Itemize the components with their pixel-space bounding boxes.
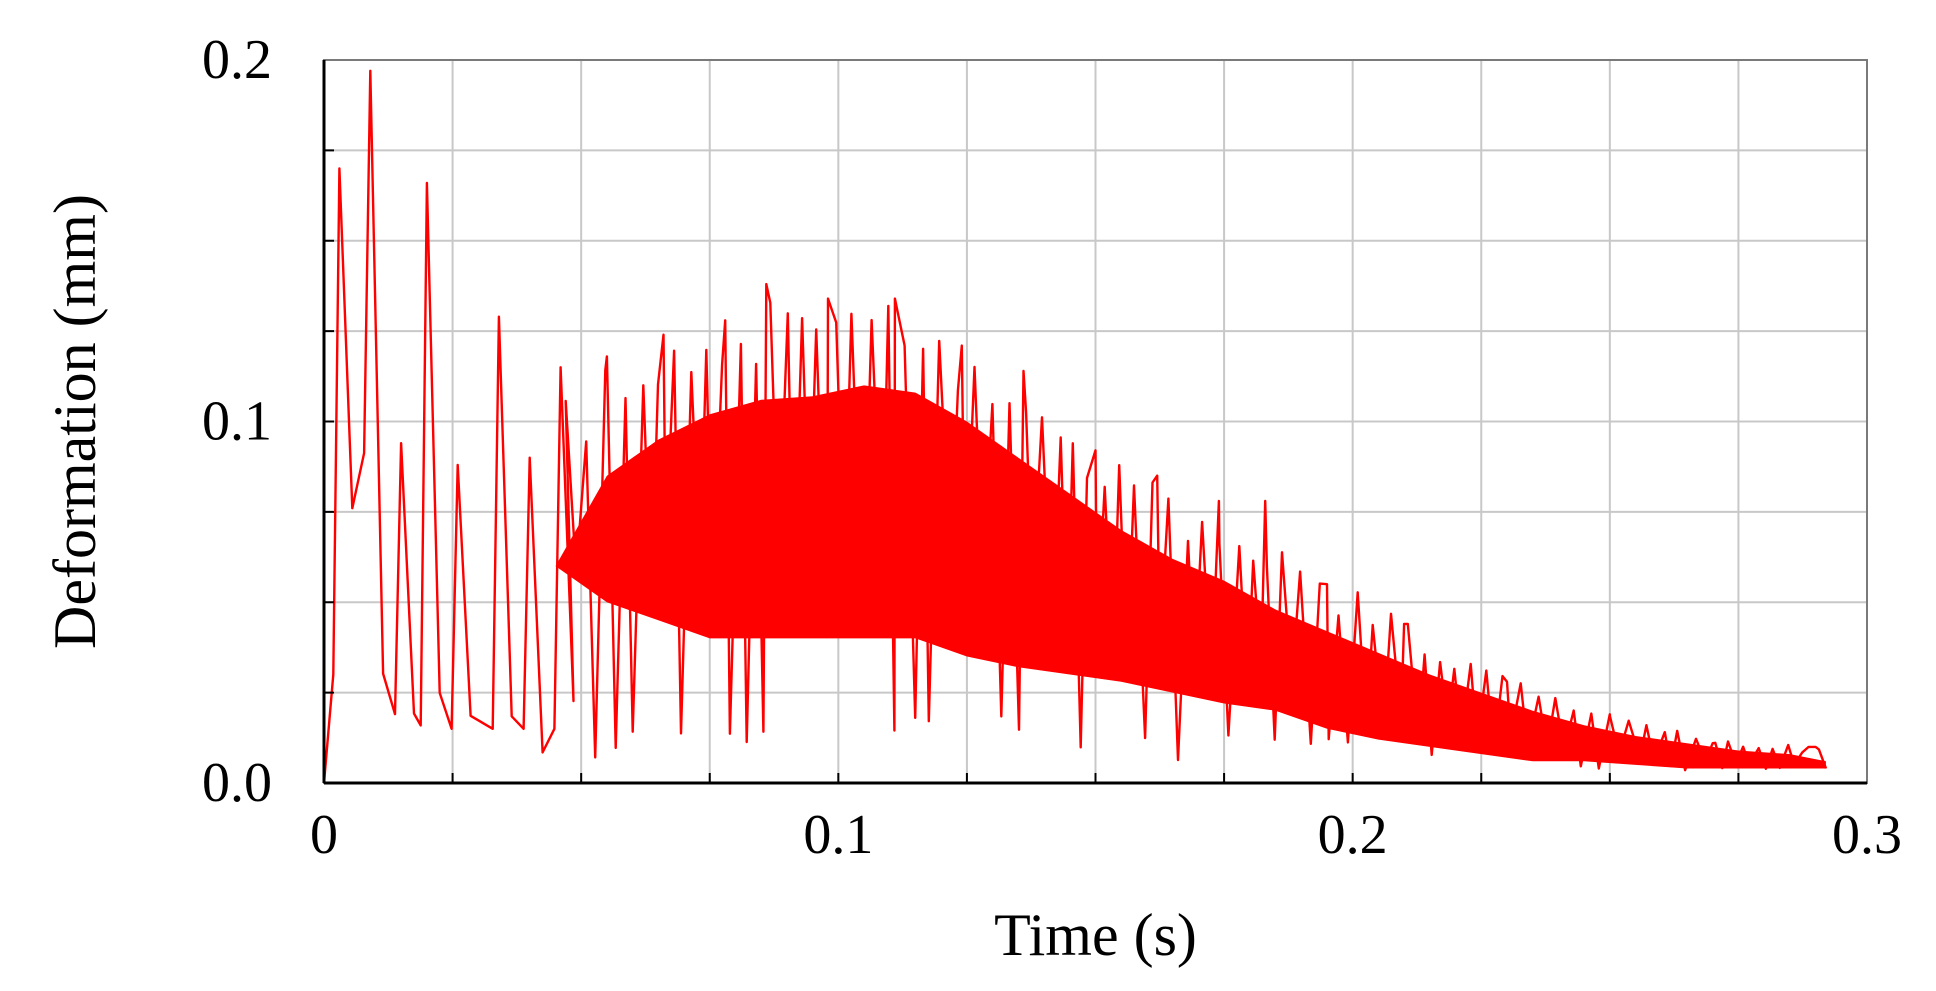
x-tick-label: 0: [310, 804, 338, 866]
x-tick-label: 0.2: [1318, 804, 1388, 866]
y-tick-label: 0.0: [202, 752, 272, 814]
tick-labels: 0 0.1 0.2 0.3 0.0 0.1 0.2: [202, 29, 1902, 866]
series-layer: [322, 69, 1828, 784]
x-tick-label: 0.1: [803, 804, 873, 866]
y-tick-label: 0.1: [202, 391, 272, 453]
series-line-deformation: [322, 69, 1828, 784]
x-tick-label: 0.3: [1832, 804, 1902, 866]
axes: [322, 60, 1867, 785]
y-axis-title: Deformation (mm): [42, 194, 108, 649]
x-axis-title: Time (s): [994, 902, 1197, 968]
series-dense-band: [324, 385, 1826, 783]
y-tick-label: 0.2: [202, 29, 272, 91]
